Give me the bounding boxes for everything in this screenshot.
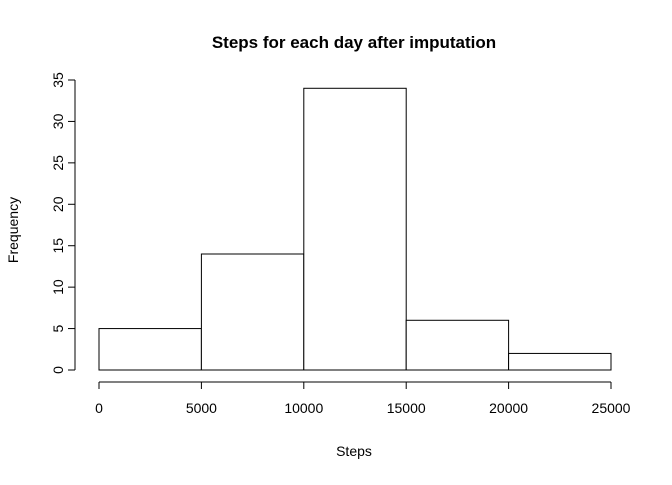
x-tick-label: 5000 [186,400,217,416]
chart-title: Steps for each day after imputation [212,33,496,52]
histogram-bar-2 [303,87,407,371]
y-tick-label: 25 [50,155,66,171]
y-tick-label: 35 [50,72,66,88]
histogram-bar-3 [405,319,510,371]
histogram-bar-1 [200,253,305,371]
y-tick-label: 20 [50,196,66,212]
x-tick-label: 10000 [284,400,323,416]
x-axis-label: Steps [336,443,372,459]
y-tick-label: 0 [50,366,66,374]
y-tick-label: 10 [50,279,66,295]
bars-layer [98,87,612,371]
x-tick-label: 0 [95,400,103,416]
x-tick-label: 15000 [387,400,426,416]
y-axis: 0 5 10 15 20 25 30 35 [50,72,76,374]
histogram-bar-4 [508,352,612,371]
y-axis-label: Frequency [5,197,21,263]
x-axis: 0 5000 10000 15000 20000 25000 [95,381,631,416]
x-tick-label: 25000 [592,400,631,416]
y-tick-label: 30 [50,113,66,129]
x-tick-label: 20000 [489,400,528,416]
y-tick-label: 15 [50,238,66,254]
histogram-bar-0 [98,328,202,371]
y-tick-label: 5 [50,324,66,332]
